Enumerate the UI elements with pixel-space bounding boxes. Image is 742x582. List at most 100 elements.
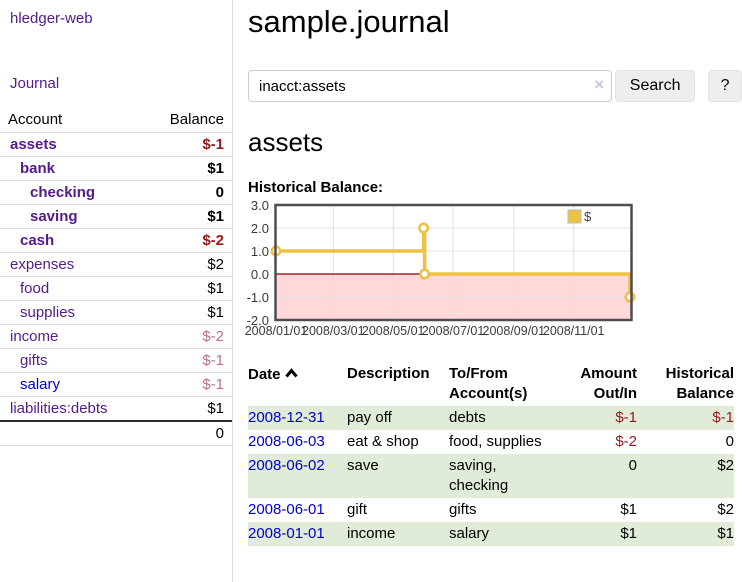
transaction-date-link[interactable]: 2008-01-01 (248, 525, 325, 542)
transaction-row[interactable]: 2008-01-01 income salary $1 $1 (248, 522, 734, 546)
y-axis-labels: 3.0 2.0 1.0 0.0 -1.0 -2.0 (247, 198, 269, 328)
transaction-accounts: food, supplies (449, 433, 542, 450)
account-link-checking[interactable]: checking (30, 184, 96, 201)
vertical-gridlines (332, 205, 575, 319)
date-header-label: Date (248, 366, 281, 383)
account-link-saving[interactable]: saving (30, 208, 78, 225)
sidebar: hledger-web Journal Account Balance asse… (0, 0, 233, 582)
transaction-date-link[interactable]: 2008-12-31 (248, 409, 325, 426)
transaction-date-link[interactable]: 2008-06-01 (248, 501, 325, 518)
column-header-accounts: To/From Account(s) (449, 362, 557, 406)
column-header-date[interactable]: Date (248, 362, 347, 406)
account-balance: $-2 (202, 328, 224, 345)
account-balance: $-1 (202, 376, 224, 393)
transaction-date-link[interactable]: 2008-06-02 (248, 457, 325, 474)
balance-header-line1: Historical (665, 365, 734, 382)
account-link-assets[interactable]: assets (10, 136, 57, 153)
transaction-row[interactable]: 2008-06-01 gift gifts $1 $2 (248, 498, 734, 522)
account-link-bank[interactable]: bank (20, 160, 56, 177)
help-button[interactable]: ? (708, 70, 742, 102)
account-balance: $1 (207, 304, 224, 321)
svg-text:0.0: 0.0 (251, 267, 269, 282)
account-row-assets[interactable]: assets $-1 (0, 132, 232, 156)
svg-text:1.0: 1.0 (251, 244, 269, 259)
svg-text:3.0: 3.0 (251, 201, 269, 213)
transaction-description: eat & shop (347, 433, 419, 450)
account-link-income[interactable]: income (10, 328, 59, 345)
account-row-cash[interactable]: cash $-2 (0, 228, 232, 252)
svg-text:2008/03/01: 2008/03/01 (302, 324, 365, 338)
transaction-accounts: saving, checking (449, 457, 509, 494)
account-row-food[interactable]: food $1 (0, 276, 232, 300)
plot-border (274, 203, 633, 322)
account-link-expenses[interactable]: expenses (10, 256, 75, 273)
account-balance: $-1 (202, 352, 224, 369)
accounts-header: Account Balance (0, 108, 232, 132)
account-heading: assets (248, 127, 324, 157)
account-link-food[interactable]: food (20, 280, 50, 297)
account-link-gifts[interactable]: gifts (20, 352, 48, 369)
transaction-description: gift (347, 501, 368, 518)
transaction-amount: $1 (620, 525, 637, 542)
svg-text:2008/09/01: 2008/09/01 (483, 324, 546, 338)
transaction-amount: 0 (628, 457, 637, 474)
svg-text:2008/07/01: 2008/07/01 (422, 324, 485, 338)
account-balance: $1 (207, 280, 224, 297)
balance-chart-svg: $ 3.0 2.0 1.0 0.0 -1.0 -2.0 2008/01/01 2… (245, 198, 636, 338)
x-axis-labels: 2008/01/01 2008/03/01 2008/05/01 2008/07… (245, 324, 605, 338)
account-link-liabilities-debts[interactable]: liabilities:debts (10, 400, 108, 417)
transaction-balance: $2 (717, 501, 734, 518)
transaction-amount: $1 (620, 501, 637, 518)
account-row-income[interactable]: income $-2 (0, 324, 232, 348)
transaction-row[interactable]: 2008-12-31 pay off debts $-1 $-1 (248, 406, 734, 430)
account-balance: $1 (207, 208, 224, 225)
transaction-row[interactable]: 2008-06-02 save saving, checking 0 $2 (248, 454, 734, 498)
svg-text:2008/01/01: 2008/01/01 (245, 324, 308, 338)
account-row-supplies[interactable]: supplies $1 (0, 300, 232, 324)
transaction-description: save (347, 457, 379, 474)
data-point-markers (270, 222, 636, 303)
search-button[interactable]: Search (615, 70, 696, 102)
account-balance: $1 (207, 400, 224, 417)
account-balance: $2 (207, 256, 224, 273)
column-header-balance: Historical Balance (637, 362, 734, 406)
amount-header-line2: Out/In (593, 385, 637, 402)
account-row-bank[interactable]: bank $1 (0, 156, 232, 180)
clear-search-icon[interactable]: × (594, 75, 605, 94)
account-row-gifts[interactable]: gifts $-1 (0, 348, 232, 372)
account-row-salary[interactable]: salary $-1 (0, 372, 232, 396)
legend-swatch (567, 209, 582, 224)
main-content: sample.journal × Search ? assets Histori… (245, 0, 742, 582)
account-row-expenses[interactable]: expenses $2 (0, 252, 232, 276)
transaction-amount: $-2 (615, 433, 637, 450)
amount-header-line1: Amount (580, 365, 637, 382)
account-balance: 0 (215, 184, 224, 201)
account-row-checking[interactable]: checking 0 (0, 180, 232, 204)
transaction-row[interactable]: 2008-06-03 eat & shop food, supplies $-2… (248, 430, 734, 454)
svg-text:2008/05/01: 2008/05/01 (362, 324, 425, 338)
accounts-header-line2: Account(s) (449, 385, 528, 402)
account-link-salary[interactable]: salary (20, 376, 61, 393)
transaction-description: pay off (347, 409, 392, 426)
historical-balance-chart[interactable]: $ 3.0 2.0 1.0 0.0 -1.0 -2.0 2008/01/01 2… (238, 198, 742, 346)
accounts-tree: Account Balance assets $-1 bank $1 check… (0, 108, 232, 446)
app-brand-link[interactable]: hledger-web (10, 10, 93, 27)
accounts-total-value: 0 (215, 425, 224, 442)
account-row-saving[interactable]: saving $1 (0, 204, 232, 228)
chart-legend: $ (567, 209, 592, 224)
account-link-cash[interactable]: cash (20, 232, 55, 249)
transaction-balance: $-1 (712, 409, 734, 426)
transaction-accounts: gifts (449, 501, 477, 518)
svg-text:-1.0: -1.0 (247, 290, 269, 305)
account-row-liabilities-debts[interactable]: liabilities:debts $1 (0, 396, 232, 420)
search-input[interactable] (248, 70, 613, 102)
column-header-amount: Amount Out/In (557, 362, 637, 406)
sidebar-item-journal[interactable]: Journal (10, 75, 60, 92)
svg-text:-2.0: -2.0 (247, 313, 269, 328)
transaction-balance: $1 (717, 525, 734, 542)
transaction-date-link[interactable]: 2008-06-03 (248, 433, 325, 450)
svg-text:2008/11/01: 2008/11/01 (543, 324, 605, 338)
search-form: × Search ? (248, 70, 742, 102)
account-link-supplies[interactable]: supplies (20, 304, 76, 321)
svg-text:2.0: 2.0 (251, 221, 269, 236)
